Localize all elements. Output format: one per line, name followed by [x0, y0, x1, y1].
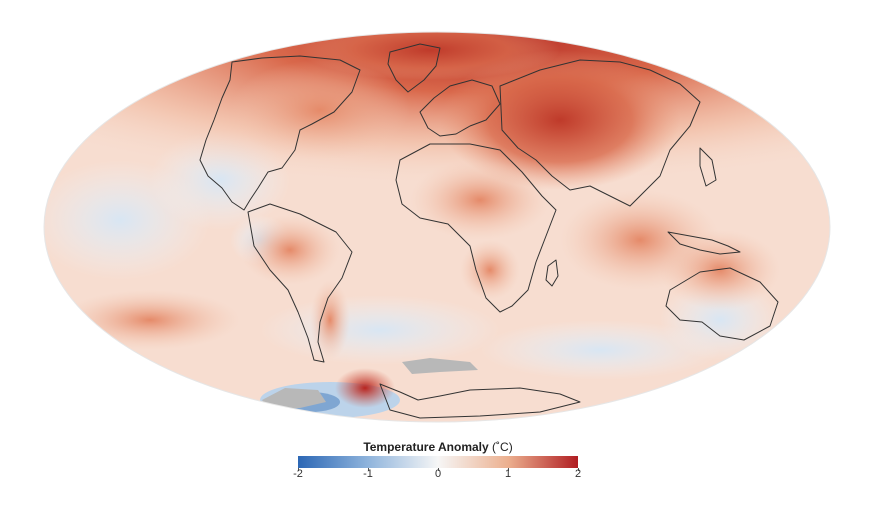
legend-tick-label: 1: [504, 468, 512, 480]
legend-color-bar: [298, 456, 578, 468]
temperature-anomaly-map: [43, 31, 831, 423]
coastline-europe: [419, 79, 501, 137]
coastline-madagascar: [545, 259, 559, 287]
legend-tick-label: -2: [293, 468, 303, 480]
coastline-north-america: [199, 55, 361, 211]
coastline-new-zealand: [775, 333, 793, 359]
legend-tick-label: 2: [574, 468, 582, 480]
legend-tick-mark: [438, 468, 439, 471]
legend-tick-label: 0: [434, 468, 442, 480]
coastline-south-america: [247, 203, 353, 363]
legend-title: Temperature Anomaly (˚C): [280, 440, 596, 454]
coastline-japan: [699, 147, 717, 187]
coastline-antarctica: [379, 383, 581, 419]
coastline-africa: [395, 143, 557, 313]
legend-tick-mark: [368, 468, 369, 471]
globe-outline: [43, 31, 831, 423]
legend-tick-mark: [578, 468, 579, 471]
legend-tick-mark: [508, 468, 509, 471]
legend-title-text: Temperature Anomaly: [363, 440, 489, 454]
coastline-indonesia: [667, 231, 741, 255]
legend-tick-label: -1: [363, 468, 373, 480]
anomaly-field: [44, 32, 830, 422]
legend-tick-mark: [298, 468, 299, 471]
coastline-australia: [665, 267, 779, 341]
map-svg: [43, 31, 831, 423]
coastline-asia: [499, 59, 701, 207]
coastline-greenland: [387, 43, 441, 93]
legend-unit: (˚C): [492, 440, 513, 454]
color-legend: Temperature Anomaly (˚C) -2 -1 0 1 2: [280, 440, 596, 484]
